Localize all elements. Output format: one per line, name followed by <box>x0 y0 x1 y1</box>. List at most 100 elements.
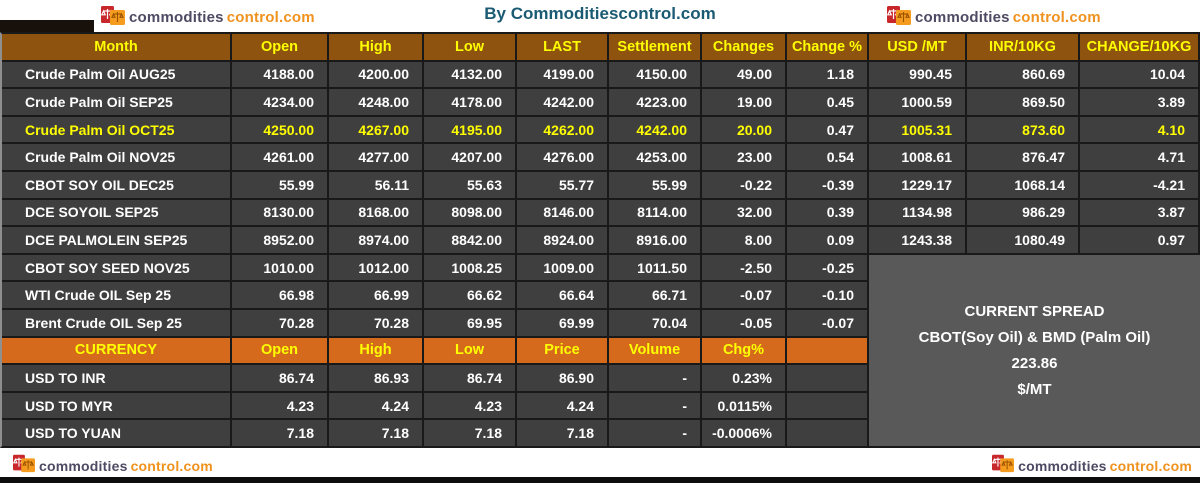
col-header-curr-low: Low <box>424 337 515 364</box>
logo-text-control: control.com <box>1012 9 1101 26</box>
cell-inr-10kg: 869.50 <box>967 89 1078 115</box>
cell-change-10kg: -4.21 <box>1080 171 1198 198</box>
cell-month: CBOT SOY SEED NOV25 <box>2 254 230 281</box>
table-row: Crude Palm Oil AUG25 4188.00 4200.00 4132.0… <box>2 61 1198 88</box>
cell-changes: 20.00 <box>702 116 785 143</box>
cell-low: 66.62 <box>424 282 515 308</box>
cell-usd-mt: 1134.98 <box>869 199 965 226</box>
cell-settlement: 55.99 <box>609 171 700 198</box>
cell-settlement: 8916.00 <box>609 227 700 253</box>
cell-settlement: 1011.50 <box>609 254 700 281</box>
cell-settlement: 66.71 <box>609 282 700 308</box>
logo-text-commodities: commodities <box>39 457 128 474</box>
table-row: Crude Palm Oil OCT25 4250.00 4267.00 4195.0… <box>2 116 1198 143</box>
cell-high: 4267.00 <box>329 116 422 143</box>
cell-usd-mt: 1000.59 <box>869 89 965 115</box>
col-header-low: Low <box>424 34 515 60</box>
spread-subtitle: CBOT(Soy Oil) & BMD (Palm Oil) <box>918 329 1151 346</box>
cell-changes: 32.00 <box>702 199 785 226</box>
table-row: Brent Crude OIL Sep 25 70.28 70.28 69.95 69.… <box>2 309 1198 336</box>
col-header-currency: CURRENCY <box>2 337 230 364</box>
cell-inr-10kg: 1080.49 <box>967 227 1078 253</box>
col-header-change-pct: Change % <box>787 34 867 60</box>
table-row: DCE PALMOLEIN SEP25 8952.00 8974.00 8842.00… <box>2 227 1198 253</box>
cell-low: 4.23 <box>424 392 515 419</box>
cell-high: 7.18 <box>329 420 422 446</box>
cell-open: 8130.00 <box>232 199 327 226</box>
cell-low: 7.18 <box>424 420 515 446</box>
col-header-usd-mt: USD /MT <box>869 34 965 60</box>
cell-month: WTI Crude OIL Sep 25 <box>2 282 230 308</box>
brand-logo-top-right: commodities control.com <box>880 1 1107 34</box>
cell-low: 8842.00 <box>424 227 515 253</box>
table-row: Crude Palm Oil NOV25 4261.00 4277.00 4207.0… <box>2 144 1198 170</box>
cell-change-pct: -0.10 <box>787 282 867 308</box>
cell-high: 86.93 <box>329 365 422 391</box>
cell-high: 66.99 <box>329 282 422 308</box>
cell-low: 4132.00 <box>424 61 515 88</box>
cell-change-10kg: 4.10 <box>1080 116 1198 143</box>
cell-last: 66.64 <box>517 282 607 308</box>
cell-blank <box>787 392 867 419</box>
cell-last: 1009.00 <box>517 254 607 281</box>
brand-logo-bottom-left: commodities control.com <box>6 450 219 481</box>
cell-changes: -0.05 <box>702 309 785 336</box>
cell-changes: -0.22 <box>702 171 785 198</box>
cell-last: 4242.00 <box>517 89 607 115</box>
logo-text-control: control.com <box>226 9 315 26</box>
cell-last: 55.77 <box>517 171 607 198</box>
cell-month: Brent Crude OIL Sep 25 <box>2 309 230 336</box>
cell-usd-mt: 990.45 <box>869 61 965 88</box>
cell-settlement: - <box>609 392 700 419</box>
cell-change-pct: 0.45 <box>787 89 867 115</box>
cell-settlement: 8114.00 <box>609 199 700 226</box>
cell-low: 86.74 <box>424 365 515 391</box>
cell-low: 55.63 <box>424 171 515 198</box>
cell-change-pct: 0.54 <box>787 144 867 170</box>
cell-blank <box>787 420 867 446</box>
currency-row: USD TO MYR 4.23 4.24 4.23 4.24-0.0115% <box>2 392 1198 419</box>
cell-last: 4199.00 <box>517 61 607 88</box>
scales-icon <box>991 452 1015 479</box>
cell-settlement: 4242.00 <box>609 116 700 143</box>
cell-change-pct: 0.09 <box>787 227 867 253</box>
col-header-high: High <box>329 34 422 60</box>
cell-low: 4207.00 <box>424 144 515 170</box>
cell-change-pct: -0.39 <box>787 171 867 198</box>
scales-icon <box>12 452 36 479</box>
cell-month: DCE PALMOLEIN SEP25 <box>2 227 230 253</box>
cell-change-pct: 0.39 <box>787 199 867 226</box>
logo-text-commodities: commodities <box>915 9 1010 26</box>
cell-month: Crude Palm Oil OCT25 <box>2 116 230 143</box>
cell-change-pct: -0.25 <box>787 254 867 281</box>
col-header-inr-10kg: INR/10KG <box>967 34 1078 60</box>
cell-open: 4261.00 <box>232 144 327 170</box>
table-row: Crude Palm Oil SEP25 4234.00 4248.00 4178.0… <box>2 89 1198 115</box>
cell-currency-pair: USD TO MYR <box>2 392 230 419</box>
byline-title: By Commoditiescontrol.com <box>484 4 716 23</box>
cell-currency-pair: USD TO YUAN <box>2 420 230 446</box>
cell-last: 69.99 <box>517 309 607 336</box>
cell-usd-mt: 1229.17 <box>869 171 965 198</box>
cell-open: 66.98 <box>232 282 327 308</box>
cell-open: 7.18 <box>232 420 327 446</box>
cell-changes: -2.50 <box>702 254 785 281</box>
cell-changes: 0.0115% <box>702 392 785 419</box>
top-left-border-band <box>0 20 95 32</box>
cell-inr-10kg: 860.69 <box>967 61 1078 88</box>
cell-low: 1008.25 <box>424 254 515 281</box>
cell-change-pct: 1.18 <box>787 61 867 88</box>
cell-open: 4250.00 <box>232 116 327 143</box>
col-header-curr-changes: Chg% <box>702 337 785 364</box>
cell-open: 4188.00 <box>232 61 327 88</box>
col-header-curr-settlement: Volume <box>609 337 700 364</box>
cell-inr-10kg: 1068.14 <box>967 171 1078 198</box>
logo-text-commodities: commodities <box>1018 457 1107 474</box>
brand-logo-top-left: commodities control.com <box>94 1 321 34</box>
main-header-row: Month Open High Low LAST Settlement Changes Cha… <box>2 34 1198 60</box>
cell-last: 7.18 <box>517 420 607 446</box>
cell-settlement: 4150.00 <box>609 61 700 88</box>
cell-open: 86.74 <box>232 365 327 391</box>
cell-high: 8168.00 <box>329 199 422 226</box>
